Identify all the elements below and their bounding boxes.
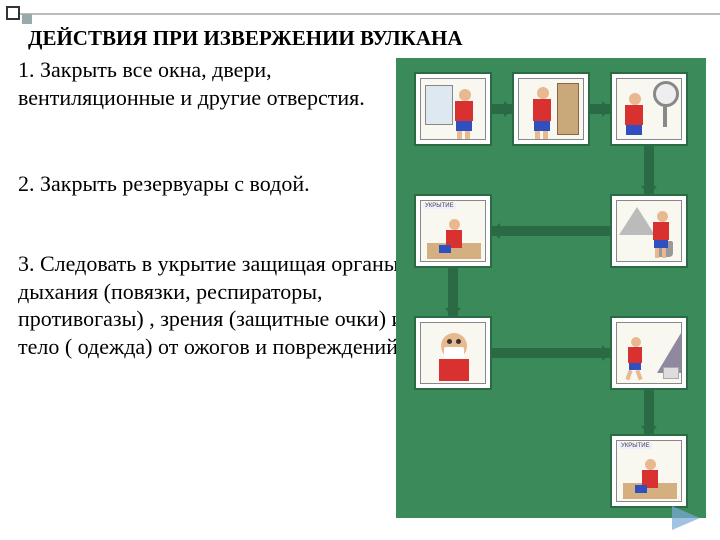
connector — [492, 348, 610, 358]
arrow-icon — [641, 186, 657, 196]
arrow-icon — [602, 345, 612, 361]
flowchart-diagram: УКРЫТИЕ — [396, 58, 706, 518]
cell-close-window — [414, 72, 492, 146]
arrow-icon — [504, 101, 514, 117]
cell-shelter-2: УКРЫТИЕ — [610, 434, 688, 508]
arrow-icon — [445, 308, 461, 318]
shelter-label: УКРЫТИЕ — [619, 443, 652, 449]
connector — [492, 226, 610, 236]
page-title: ДЕЙСТВИЯ ПРИ ИЗВЕРЖЕНИИ ВУЛКАНА — [28, 26, 463, 51]
cell-water-bucket — [610, 194, 688, 268]
arrow-icon — [641, 426, 657, 436]
paragraph-1: 1. Закрыть все окна, двери, вентиляционн… — [18, 56, 408, 111]
next-slide-arrow-icon[interactable] — [672, 506, 700, 530]
cell-shelter-1: УКРЫТИЕ — [414, 194, 492, 268]
paragraph-2: 2. Закрыть резервуары с водой. — [18, 170, 408, 198]
cell-valve — [610, 72, 688, 146]
cell-mask — [414, 316, 492, 390]
paragraph-3: 3. Следовать в укрытие защищая органы ды… — [18, 250, 408, 360]
cell-door — [512, 72, 590, 146]
shelter-label: УКРЫТИЕ — [423, 203, 456, 209]
cell-mountain — [610, 316, 688, 390]
arrow-icon — [602, 101, 612, 117]
arrow-icon — [490, 223, 500, 239]
